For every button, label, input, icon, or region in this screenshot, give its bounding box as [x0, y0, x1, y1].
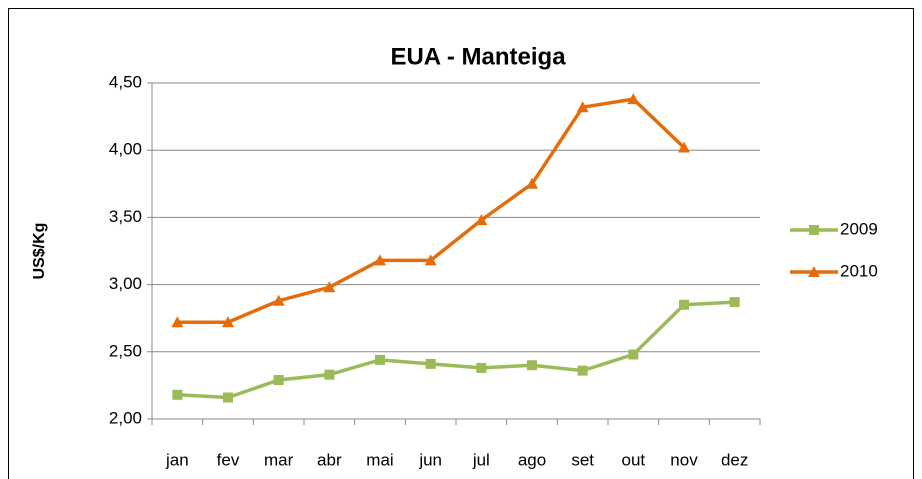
marker	[425, 358, 436, 369]
y-tick-label: 2,00	[109, 408, 142, 427]
legend-label: 2010	[840, 261, 878, 280]
marker	[476, 362, 487, 373]
x-tick-label: dez	[721, 450, 748, 469]
x-tick-label: nov	[670, 450, 698, 469]
y-axis-label: US$/Kg	[31, 223, 48, 280]
marker	[526, 177, 538, 189]
legend-marker	[809, 225, 819, 235]
marker	[424, 254, 437, 266]
marker	[729, 297, 740, 308]
x-tick-label: out	[622, 450, 646, 469]
legend-marker	[808, 266, 820, 277]
chart-frame	[8, 8, 914, 479]
x-tick-label: jan	[165, 450, 189, 469]
marker	[475, 214, 488, 226]
marker	[627, 93, 640, 105]
marker	[324, 369, 335, 380]
x-tick-label: mar	[264, 450, 294, 469]
marker	[374, 254, 386, 266]
y-tick-label: 4,50	[109, 72, 142, 91]
marker	[171, 316, 184, 328]
x-tick-label: ago	[518, 450, 546, 469]
marker	[576, 101, 589, 113]
y-tick-label: 3,00	[109, 274, 142, 293]
x-tick-label: mai	[366, 450, 393, 469]
marker	[222, 316, 234, 328]
marker	[223, 392, 233, 403]
y-tick-label: 2,50	[109, 341, 142, 360]
marker	[527, 360, 537, 371]
marker	[678, 141, 690, 153]
x-tick-label: abr	[317, 450, 342, 469]
x-tick-label: jun	[418, 450, 442, 469]
legend-label: 2009	[840, 219, 878, 238]
marker	[577, 365, 588, 376]
marker	[628, 349, 639, 360]
chart-title: EUA - Manteiga	[390, 43, 566, 70]
marker	[172, 389, 183, 400]
marker	[679, 299, 689, 310]
marker	[273, 375, 284, 386]
y-tick-label: 4,00	[109, 140, 142, 159]
marker	[375, 354, 385, 365]
x-tick-label: fev	[217, 450, 240, 469]
marker	[323, 281, 336, 293]
y-tick-label: 3,50	[109, 207, 142, 226]
series-line	[177, 300, 735, 400]
x-tick-label: jul	[472, 450, 490, 469]
x-tick-label: set	[571, 450, 594, 469]
marker	[272, 294, 285, 306]
